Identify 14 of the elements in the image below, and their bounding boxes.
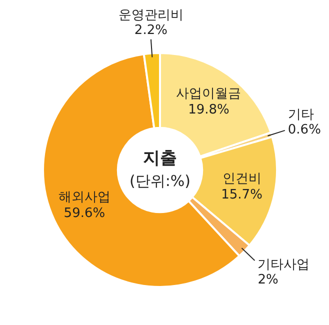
slice-label: 기타: [288, 107, 314, 122]
slice-label: 인건비: [222, 171, 262, 186]
text: (단위:%): [129, 172, 191, 190]
slice-label: 기타사업: [258, 257, 310, 272]
data-label: 15.7%: [221, 187, 262, 202]
data-label: 19.8%: [188, 102, 230, 118]
slice-label: 운영관리비: [118, 8, 184, 24]
data-label: 2%: [258, 272, 278, 288]
slice-label: 사업이월금: [176, 86, 242, 102]
text: 지출: [143, 148, 177, 168]
slice-label: 해외사업: [58, 190, 110, 206]
data-label: 59.6%: [64, 206, 106, 222]
data-label: 0.6%: [288, 122, 321, 138]
data-label: 2.2%: [134, 23, 168, 38]
